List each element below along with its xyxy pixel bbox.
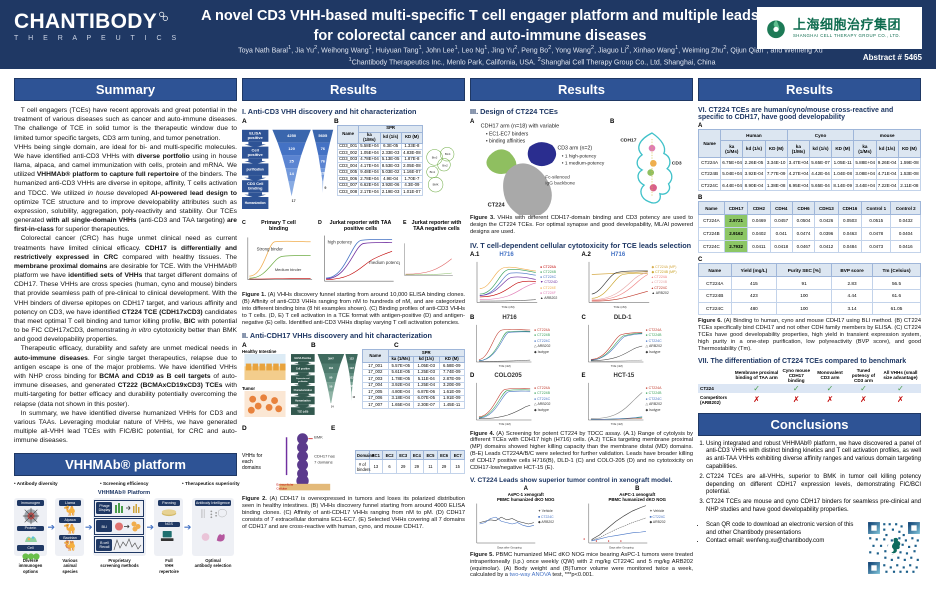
svg-text:◆: ◆ (595, 540, 597, 543)
svg-text:14: 14 (289, 171, 294, 176)
svg-text:Humanization: Humanization (245, 201, 266, 205)
svg-text:14: 14 (331, 406, 334, 409)
svg-text:120: 120 (288, 146, 295, 151)
svg-text:BMK: BMK (433, 183, 439, 187)
svg-text:◆: ◆ (607, 540, 609, 543)
svg-text:ELISA Positive: ELISA Positive (295, 357, 312, 360)
svg-text:Expression and: Expression and (296, 379, 309, 381)
svg-text:• EC1-EC7 binders: • EC1-EC7 binders (486, 132, 529, 138)
svg-text:Days after Grouping: Days after Grouping (609, 545, 634, 549)
svg-text:TCE (nM): TCE (nM) (610, 422, 622, 426)
svg-text:Cell positive: Cell positive (296, 368, 311, 371)
svg-text:CT224: CT224 (488, 202, 506, 208)
svg-text:positive: positive (248, 152, 264, 157)
svg-text:• 1 high-potency: • 1 high-potency (562, 153, 597, 159)
svg-text:Bin3: Bin3 (432, 155, 438, 159)
svg-text:Characterization: Characterization (294, 389, 313, 392)
svg-text:16: 16 (352, 396, 355, 399)
svg-text:TCE (nM): TCE (nM) (502, 305, 515, 309)
svg-text:76: 76 (321, 159, 326, 164)
svg-text:CD3 arm (n=2): CD3 arm (n=2) (557, 146, 592, 152)
svg-text:positive: positive (248, 135, 264, 140)
svg-text:Extracellular: Extracellular (276, 483, 293, 487)
svg-text:Days after Grouping: Days after Grouping (497, 545, 522, 549)
svg-text:CDH17 arm (n=18) with variable: CDH17 arm (n=18) with variable (481, 124, 560, 130)
svg-text:CDH17 has: CDH17 has (314, 454, 335, 459)
svg-text:CD3: CD3 (671, 161, 681, 167)
svg-text:Bin1: Bin1 (430, 170, 436, 174)
svg-text:Bin2: Bin2 (442, 163, 448, 167)
svg-text:TCE (nM): TCE (nM) (499, 364, 511, 368)
svg-text:Humanization: Humanization (295, 400, 311, 403)
svg-text:20: 20 (321, 171, 326, 176)
svg-text:17: 17 (292, 199, 296, 203)
svg-text:Bin4: Bin4 (445, 152, 451, 156)
svg-text:Medium binder: Medium binder (275, 267, 302, 272)
svg-text:9: 9 (324, 186, 326, 190)
svg-text:◆: ◆ (583, 538, 585, 541)
svg-text:IgG backbone: IgG backbone (545, 180, 575, 186)
svg-text:◆: ◆ (620, 540, 622, 543)
svg-text:Cellular: Cellular (276, 487, 287, 491)
svg-text:7 domains: 7 domains (314, 460, 332, 465)
svg-text:Fc-silenced: Fc-silenced (545, 174, 570, 180)
svg-text:76: 76 (321, 146, 326, 151)
svg-text:TCE (nM): TCE (nM) (613, 305, 626, 309)
svg-text:medium potency: medium potency (369, 260, 400, 265)
svg-text:25: 25 (289, 159, 294, 164)
svg-text:TCE (x50): TCE (x50) (297, 411, 308, 414)
svg-text:TCE (nM): TCE (nM) (610, 364, 622, 368)
svg-text:TCE (nM): TCE (nM) (499, 422, 511, 426)
svg-text:• binding affinities: • binding affinities (486, 139, 526, 145)
svg-text:4250: 4250 (287, 133, 297, 138)
svg-text:BMK: BMK (314, 435, 323, 440)
svg-text:Strong binder: Strong binder (257, 247, 284, 252)
svg-text:purification: purification (247, 168, 264, 172)
svg-text:binding: binding (248, 185, 263, 190)
svg-text:5605: 5605 (318, 133, 328, 138)
svg-text:CDH17: CDH17 (620, 138, 636, 144)
svg-text:high potency: high potency (328, 240, 353, 245)
svg-text:• 1 medium-potency: • 1 medium-potency (562, 160, 605, 166)
